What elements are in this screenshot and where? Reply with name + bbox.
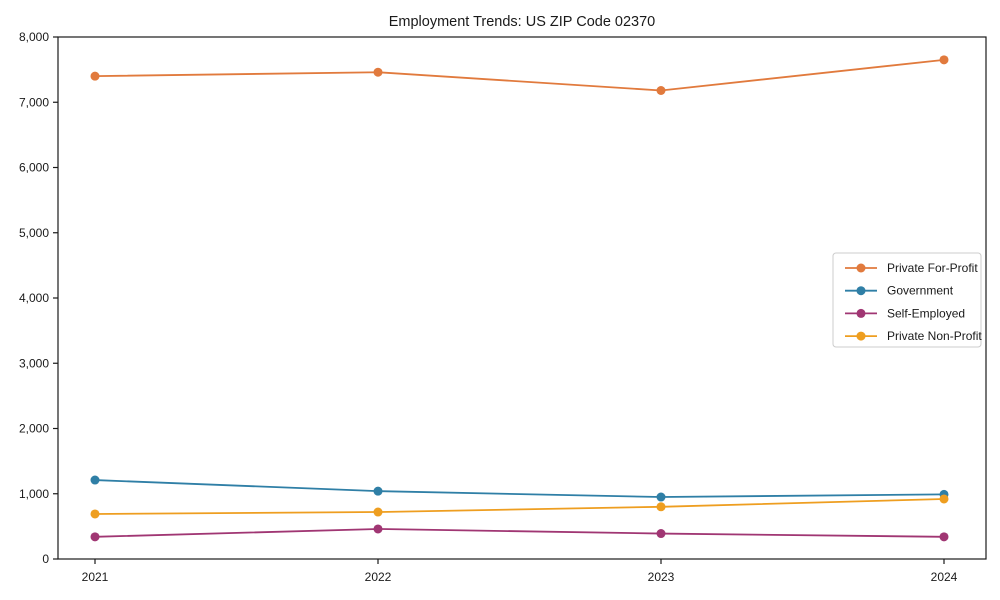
data-point — [373, 524, 383, 534]
y-axis-tick-label: 1,000 — [19, 487, 49, 501]
data-point — [373, 507, 383, 517]
x-axis-tick-label: 2022 — [365, 570, 392, 584]
legend-marker-icon — [856, 308, 866, 318]
legend-label: Government — [887, 284, 954, 298]
data-point — [656, 529, 666, 539]
x-axis-tick-label: 2023 — [648, 570, 675, 584]
series-line — [94, 498, 945, 515]
series-line — [94, 58, 945, 92]
legend-marker-icon — [856, 263, 866, 273]
data-point — [656, 502, 666, 512]
legend-label: Self-Employed — [887, 306, 965, 320]
y-axis-tick-label: 2,000 — [19, 422, 49, 436]
y-axis-tick-label: 3,000 — [19, 356, 49, 370]
data-point — [373, 67, 383, 77]
y-axis-tick-label: 7,000 — [19, 95, 49, 109]
y-axis-tick-label: 8,000 — [19, 30, 49, 44]
data-point — [373, 486, 383, 496]
x-axis-tick-label: 2021 — [82, 570, 109, 584]
legend-label: Private Non-Profit — [887, 329, 982, 343]
data-point — [939, 55, 949, 65]
data-point — [90, 532, 100, 542]
data-point — [939, 494, 949, 504]
data-point — [656, 86, 666, 96]
y-axis-tick-label: 5,000 — [19, 226, 49, 240]
x-axis-tick-label: 2024 — [931, 570, 958, 584]
data-point — [656, 492, 666, 502]
legend-marker-icon — [856, 286, 866, 296]
y-axis-tick-label: 4,000 — [19, 291, 49, 305]
series-line — [94, 479, 945, 498]
legend-marker-icon — [856, 331, 866, 341]
data-point — [90, 71, 100, 81]
data-point — [90, 509, 100, 519]
series-line — [94, 528, 945, 538]
y-axis-tick-label: 0 — [42, 552, 49, 566]
legend — [832, 252, 982, 348]
data-point — [939, 532, 949, 542]
chart-title: Employment Trends: US ZIP Code 02370 — [389, 14, 656, 30]
y-axis-tick-label: 6,000 — [19, 161, 49, 175]
legend-label: Private For-Profit — [887, 261, 978, 275]
data-point — [90, 475, 100, 485]
